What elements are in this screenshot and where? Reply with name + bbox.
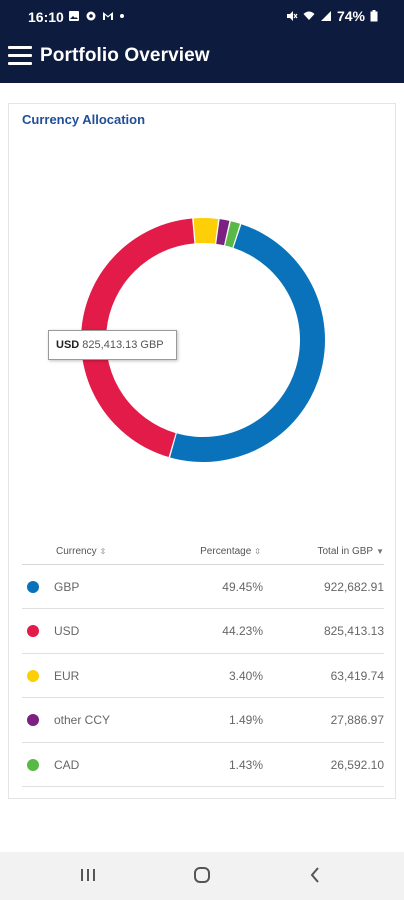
page-title: Portfolio Overview bbox=[40, 45, 210, 66]
settings-icon bbox=[86, 11, 96, 21]
card-title: Currency Allocation bbox=[22, 112, 146, 127]
legend-dot-icon bbox=[27, 714, 39, 727]
donut-slice-eur[interactable] bbox=[193, 218, 219, 244]
donut-slice-cad[interactable] bbox=[225, 221, 241, 248]
battery-icon bbox=[370, 10, 378, 22]
table-body: GBP 49.45% 922,682.91 USD 44.23% 825,413.13 EU… bbox=[22, 565, 384, 787]
status-time: 16:10 bbox=[28, 9, 64, 25]
donut-slice-gbp[interactable] bbox=[170, 224, 325, 462]
currency-cell: EUR bbox=[54, 668, 80, 683]
total-cell: 825,413.13 bbox=[323, 624, 384, 639]
donut-slice-other-ccy[interactable] bbox=[216, 219, 230, 246]
table-header: Currency ⇳ Percentage ⇳ Total in GBP ▼ bbox=[22, 540, 384, 565]
image-icon bbox=[69, 11, 79, 21]
table-row[interactable]: EUR 3.40% 63,419.74 bbox=[22, 654, 384, 699]
percentage-cell: 1.49% bbox=[228, 713, 263, 728]
status-right: 74% bbox=[286, 8, 378, 24]
currency-donut-chart[interactable] bbox=[0, 0, 404, 520]
total-cell: 27,886.97 bbox=[330, 713, 384, 728]
table-row[interactable]: USD 44.23% 825,413.13 bbox=[22, 609, 384, 654]
table-row[interactable]: other CCY 1.49% 27,886.97 bbox=[22, 698, 384, 743]
legend-dot-icon bbox=[27, 758, 39, 771]
dot-icon bbox=[120, 14, 124, 18]
home-icon[interactable] bbox=[193, 866, 211, 884]
tooltip-value: 825,413.13 GBP bbox=[82, 339, 164, 351]
recent-apps-icon[interactable] bbox=[80, 866, 96, 884]
percentage-column-header[interactable]: Percentage ⇳ bbox=[200, 546, 261, 557]
app-bar: Portfolio Overview bbox=[0, 36, 404, 80]
legend-dot-icon bbox=[27, 581, 39, 593]
mute-icon bbox=[286, 11, 298, 21]
currency-column-header[interactable]: Currency ⇳ bbox=[56, 546, 107, 557]
back-icon[interactable] bbox=[309, 866, 321, 884]
signal-icon bbox=[320, 11, 331, 21]
total-cell: 26,592.10 bbox=[330, 757, 384, 772]
total-cell: 922,682.91 bbox=[323, 580, 384, 594]
status-bar: 16:10 74% bbox=[0, 0, 404, 34]
chart-tooltip: USD 825,413.13 GBP bbox=[48, 330, 177, 360]
sort-desc-icon: ▼ bbox=[376, 547, 384, 556]
gmail-icon bbox=[103, 12, 113, 20]
sort-icon: ⇳ bbox=[254, 547, 261, 556]
total-column-header[interactable]: Total in GBP ▼ bbox=[317, 546, 384, 557]
hamburger-menu-icon[interactable] bbox=[8, 46, 32, 66]
donut-slice-usd[interactable] bbox=[80, 218, 195, 458]
allocation-table: Currency ⇳ Percentage ⇳ Total in GBP ▼ GBP 4… bbox=[22, 540, 384, 787]
notification-icons bbox=[68, 10, 125, 22]
currency-cell: GBP bbox=[54, 580, 80, 594]
wifi-icon bbox=[303, 11, 315, 20]
percentage-cell: 49.45% bbox=[222, 580, 263, 594]
battery-percent: 74% bbox=[336, 8, 365, 24]
percentage-cell: 44.23% bbox=[222, 624, 263, 639]
table-row[interactable]: GBP 49.45% 922,682.91 bbox=[22, 565, 384, 610]
tooltip-currency: USD bbox=[56, 339, 80, 351]
percentage-cell: 1.43% bbox=[228, 757, 263, 772]
legend-dot-icon bbox=[27, 625, 39, 638]
currency-cell: CAD bbox=[54, 757, 80, 772]
table-row[interactable]: CAD 1.43% 26,592.10 bbox=[22, 743, 384, 787]
sort-icon: ⇳ bbox=[99, 547, 107, 556]
top-bar: 16:10 74% Portfolio Overview bbox=[0, 0, 404, 83]
currency-cell: USD bbox=[54, 624, 80, 639]
system-nav-bar bbox=[0, 852, 404, 900]
legend-dot-icon bbox=[27, 669, 39, 682]
currency-cell: other CCY bbox=[54, 713, 111, 728]
total-cell: 63,419.74 bbox=[330, 668, 384, 683]
percentage-cell: 3.40% bbox=[228, 668, 263, 683]
